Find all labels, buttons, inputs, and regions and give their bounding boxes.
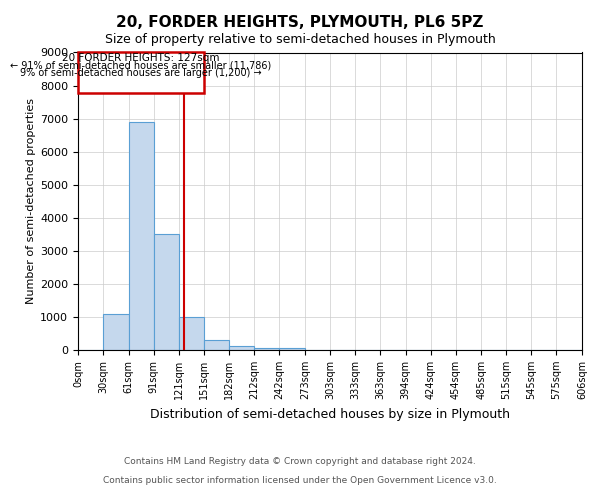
Text: Contains HM Land Registry data © Crown copyright and database right 2024.: Contains HM Land Registry data © Crown c… [124, 458, 476, 466]
Bar [103, 314, 129, 350]
Bar [203, 340, 229, 350]
Bar [129, 122, 154, 350]
Text: Size of property relative to semi-detached houses in Plymouth: Size of property relative to semi-detach… [104, 32, 496, 46]
Bar [179, 317, 203, 350]
Y-axis label: Number of semi-detached properties: Number of semi-detached properties [26, 98, 36, 304]
Text: 9% of semi-detached houses are larger (1,200) →: 9% of semi-detached houses are larger (1… [20, 68, 262, 78]
Text: 20, FORDER HEIGHTS, PLYMOUTH, PL6 5PZ: 20, FORDER HEIGHTS, PLYMOUTH, PL6 5PZ [116, 15, 484, 30]
X-axis label: Distribution of semi-detached houses by size in Plymouth: Distribution of semi-detached houses by … [150, 408, 510, 420]
Bar [279, 348, 305, 350]
Text: Contains public sector information licensed under the Open Government Licence v3: Contains public sector information licen… [103, 476, 497, 485]
Bar [229, 346, 254, 350]
Bar [254, 348, 279, 350]
Bar [78, 52, 203, 94]
Text: 20 FORDER HEIGHTS: 127sqm: 20 FORDER HEIGHTS: 127sqm [62, 53, 220, 63]
Bar [154, 234, 179, 350]
Text: ← 91% of semi-detached houses are smaller (11,786): ← 91% of semi-detached houses are smalle… [10, 60, 271, 70]
